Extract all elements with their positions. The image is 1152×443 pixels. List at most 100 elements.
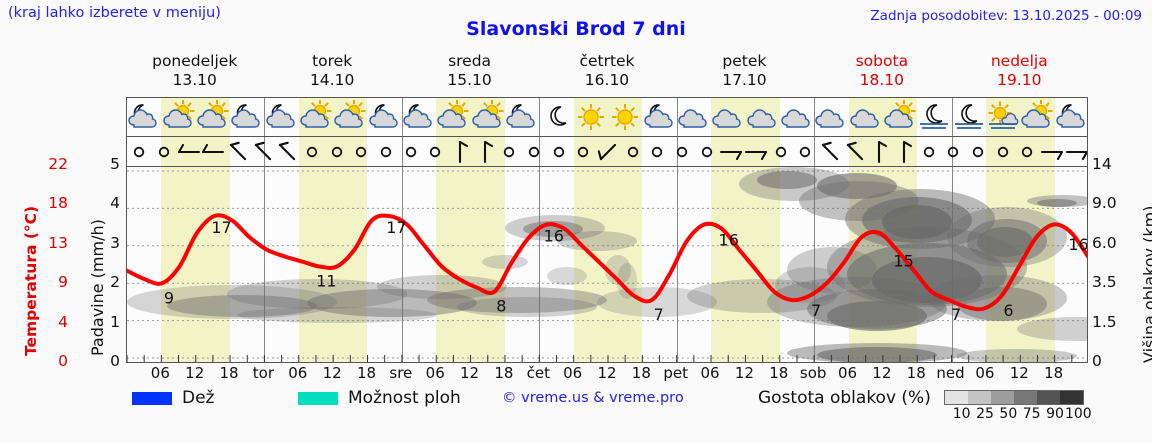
- density-tick-label: 25: [976, 406, 994, 422]
- temperature-value-label: 11: [316, 272, 336, 291]
- calm-icon: [665, 137, 699, 166]
- day-name: torek: [312, 52, 353, 70]
- temperature-value-label: 15: [893, 252, 913, 271]
- moon-cloud-icon: [505, 100, 539, 134]
- moon-cloud-icon: [402, 100, 436, 134]
- x-axis-tick: čet: [526, 364, 550, 382]
- forecast-chart-frame: 9 17 11 17 8 16 7 16 7 15 7 6 16: [126, 97, 1088, 363]
- density-tick-label: 90: [1046, 406, 1064, 422]
- day-name: četrtek: [579, 52, 635, 70]
- wind-w-icon: [196, 137, 230, 166]
- day-date: 17.10: [722, 71, 767, 89]
- moon-cloud-icon: [230, 100, 264, 134]
- precipitation-tick: 2: [110, 273, 120, 292]
- day-header-sobota: sobota 18.10: [813, 52, 950, 90]
- x-axis-tick: 12: [185, 364, 205, 382]
- cloud-density-tick-labels: 10 25 50 75 90 100: [938, 406, 1098, 424]
- wind-e-icon: [714, 137, 748, 166]
- daylight-band: [436, 167, 505, 362]
- rain-legend-label: Dež: [182, 388, 215, 408]
- wind-barb-band: [127, 137, 1087, 167]
- x-axis-tick: 06: [425, 364, 445, 382]
- cloud-icon: [711, 100, 745, 134]
- wind-e-icon: [1060, 137, 1087, 166]
- wind-n-icon: [443, 137, 477, 166]
- moon-cloud-icon: [265, 100, 299, 134]
- cloud-icon: [814, 100, 848, 134]
- wind-n-icon: [862, 137, 896, 166]
- sun-cloud-icon: [299, 100, 333, 134]
- precipitation-tick: 4: [110, 194, 120, 213]
- x-axis-tick: 06: [150, 364, 170, 382]
- day-date: 16.10: [584, 71, 630, 89]
- temperature-value-label: 6: [1003, 301, 1013, 320]
- page-title: Slavonski Brod 7 dni: [466, 18, 686, 40]
- moon-fog-icon: [917, 100, 951, 134]
- cloud-height-axis-ticks: 14 9.0 6.0 3.5 1.5 0: [1092, 155, 1126, 370]
- cloud-icon: [849, 100, 883, 134]
- x-axis-tick: 12: [1009, 364, 1029, 382]
- x-axis-tick: 18: [906, 364, 926, 382]
- location-menu-note: (kraj lahko izberete v meniju): [8, 5, 221, 21]
- x-axis-tick: tor: [252, 364, 275, 382]
- sun-cloud-icon: [471, 100, 505, 134]
- plot-svg: 9 17 11 17 8 16 7 16 7 15 7 6 16: [127, 167, 1087, 362]
- sun-fog-icon: [986, 100, 1020, 134]
- wind-nw-icon: [246, 137, 280, 166]
- moon-cloud-icon: [368, 100, 402, 134]
- wind-n-icon: [887, 137, 921, 166]
- temperature-tick: 13: [48, 233, 68, 252]
- day-date: 14.10: [309, 71, 355, 89]
- precipitation-axis-title: Padavine (mm/h): [88, 219, 107, 356]
- cloud-height-tick: 9.0: [1092, 194, 1117, 213]
- day-date: 13.10: [172, 71, 217, 89]
- calm-icon: [127, 137, 156, 166]
- copyright-link[interactable]: © vreme.us & vreme.pro: [502, 390, 684, 406]
- x-axis-tick: 18: [769, 364, 789, 382]
- rain-legend-swatch: [132, 392, 172, 405]
- wind-sw-icon: [591, 137, 625, 166]
- plot-area: 9 17 11 17 8 16 7 16 7 15 7 6 16: [127, 167, 1087, 362]
- x-axis-tick: 06: [700, 364, 720, 382]
- density-tick-label: 50: [999, 406, 1018, 422]
- daylight-band: [711, 167, 780, 362]
- temperature-axis-title: Temperatura (°C): [22, 205, 40, 356]
- x-axis-tick: 18: [631, 364, 651, 382]
- sun-cloud-icon: [883, 100, 917, 134]
- day-separator: [814, 98, 816, 136]
- x-axis-tick: 12: [734, 364, 754, 382]
- sun-cloud-icon: [1020, 100, 1054, 134]
- day-name: petek: [722, 52, 767, 70]
- density-color-step: [945, 391, 968, 404]
- sun-icon: [574, 100, 608, 134]
- day-name: nedelja: [990, 52, 1048, 70]
- x-axis-tick: 06: [563, 364, 583, 382]
- moon-icon: [539, 100, 573, 134]
- precipitation-tick: 5: [110, 155, 120, 173]
- temperature-tick: 9: [58, 273, 68, 292]
- showers-legend-swatch: [298, 392, 338, 405]
- calm-icon: [344, 137, 378, 166]
- density-tick-label: 10: [952, 406, 971, 422]
- calm-icon: [616, 137, 650, 166]
- x-axis-tick-labels: 06 12 18 tor 06 12 18 sre 06 12 18 čet 06 12 18 pet 06 12…: [126, 364, 1088, 384]
- sun-icon: [608, 100, 642, 134]
- wind-nw-icon: [813, 137, 847, 166]
- temperature-value-label: 7: [811, 301, 821, 320]
- temperature-line: [127, 213, 1087, 312]
- wind-nw-icon: [838, 137, 872, 166]
- daylight-band: [161, 167, 231, 362]
- day-separator: [401, 98, 403, 136]
- calm-icon: [961, 137, 995, 166]
- wind-e-icon: [739, 137, 773, 166]
- cloud-height-tick: 3.5: [1092, 273, 1117, 292]
- calm-icon: [147, 137, 181, 166]
- day-separator: [264, 98, 266, 136]
- cloud-height-tick: 6.0: [1092, 233, 1117, 252]
- calm-icon: [295, 137, 329, 166]
- calm-icon: [788, 137, 822, 166]
- temperature-value-label: 17: [211, 218, 231, 237]
- calm-icon: [764, 137, 798, 166]
- calm-icon: [394, 137, 428, 166]
- calm-icon: [566, 137, 600, 166]
